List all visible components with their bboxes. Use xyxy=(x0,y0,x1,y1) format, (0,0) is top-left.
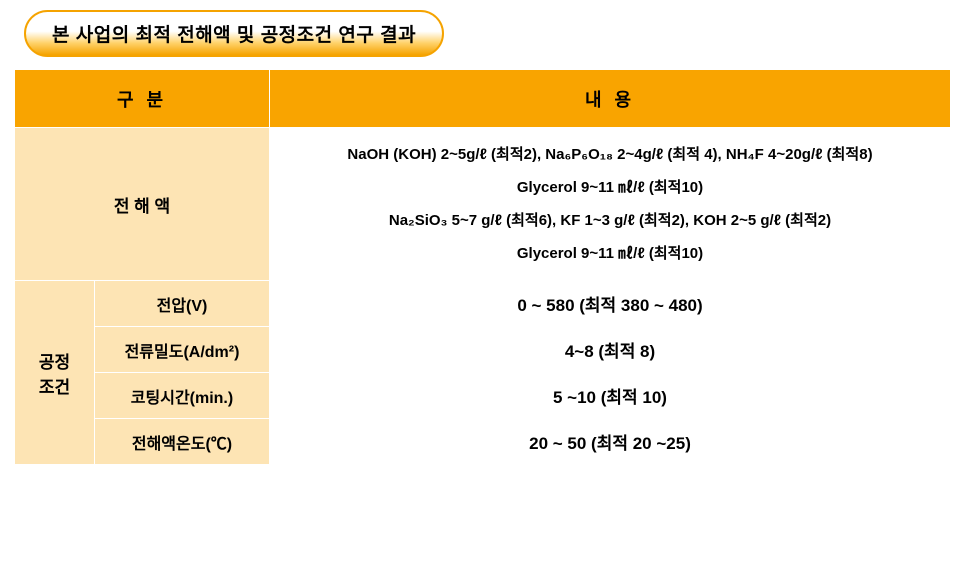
results-table: 구 분 내 용 전 해 액 NaOH (KOH) 2~5g/ℓ (최적2), N… xyxy=(14,69,951,465)
process-row-current: 전류밀도(A/dm²) 4~8 (최적 8) xyxy=(15,327,951,373)
page-title: 본 사업의 최적 전해액 및 공정조건 연구 결과 xyxy=(24,10,444,57)
process-row-voltage: 공정 조건 전압(V) 0 ~ 580 (최적 380 ~ 480) xyxy=(15,281,951,327)
electrolyte-content: NaOH (KOH) 2~5g/ℓ (최적2), Na₆P₆O₁₈ 2~4g/ℓ… xyxy=(270,128,951,281)
process-current-value: 4~8 (최적 8) xyxy=(270,327,951,373)
electrolyte-label: 전 해 액 xyxy=(15,128,270,281)
process-voltage-value: 0 ~ 580 (최적 380 ~ 480) xyxy=(270,281,951,327)
electrolyte-row: 전 해 액 NaOH (KOH) 2~5g/ℓ (최적2), Na₆P₆O₁₈ … xyxy=(15,128,951,281)
header-col1: 구 분 xyxy=(15,70,270,128)
process-time-label: 코팅시간(min.) xyxy=(95,373,270,419)
process-temp-value: 20 ~ 50 (최적 20 ~25) xyxy=(270,419,951,465)
process-row-time: 코팅시간(min.) 5 ~10 (최적 10) xyxy=(15,373,951,419)
electrolyte-line2: Glycerol 9~11 ㎖/ℓ (최적10) xyxy=(282,171,938,204)
electrolyte-line4: Glycerol 9~11 ㎖/ℓ (최적10) xyxy=(282,237,938,270)
header-col2: 내 용 xyxy=(270,70,951,128)
process-voltage-label: 전압(V) xyxy=(95,281,270,327)
process-time-value: 5 ~10 (최적 10) xyxy=(270,373,951,419)
process-current-label: 전류밀도(A/dm²) xyxy=(95,327,270,373)
process-temp-label: 전해액온도(℃) xyxy=(95,419,270,465)
header-row: 구 분 내 용 xyxy=(15,70,951,128)
process-row-temp: 전해액온도(℃) 20 ~ 50 (최적 20 ~25) xyxy=(15,419,951,465)
electrolyte-line3: Na₂SiO₃ 5~7 g/ℓ (최적6), KF 1~3 g/ℓ (최적2),… xyxy=(282,204,938,237)
process-group-label: 공정 조건 xyxy=(15,281,95,465)
electrolyte-line1: NaOH (KOH) 2~5g/ℓ (최적2), Na₆P₆O₁₈ 2~4g/ℓ… xyxy=(282,138,938,171)
